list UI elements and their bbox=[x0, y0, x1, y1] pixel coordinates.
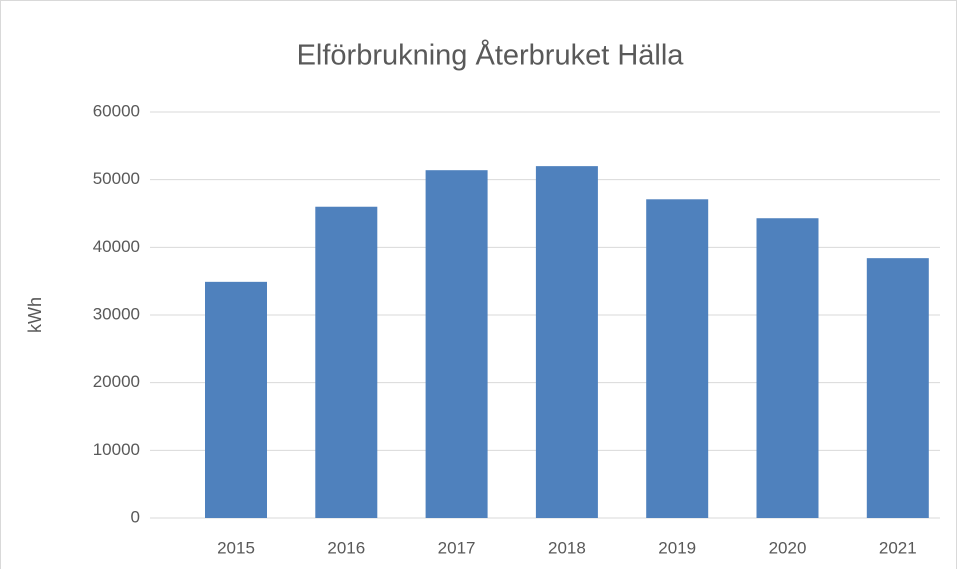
y-tick-label: 20000 bbox=[93, 372, 140, 391]
y-tick-label: 50000 bbox=[93, 169, 140, 188]
x-tick-label: 2018 bbox=[548, 538, 586, 557]
y-tick-label: 40000 bbox=[93, 237, 140, 256]
x-tick-label: 2016 bbox=[327, 538, 365, 557]
y-tick-label: 60000 bbox=[93, 101, 140, 120]
bar bbox=[866, 258, 929, 518]
bar bbox=[756, 218, 819, 518]
bar bbox=[315, 206, 378, 518]
chart-title: Elförbrukning Återbruket Hälla bbox=[297, 39, 685, 72]
bar bbox=[205, 281, 267, 518]
y-axis-label: kWh bbox=[25, 297, 45, 333]
bar bbox=[425, 170, 488, 518]
x-tick-label: 2021 bbox=[879, 538, 917, 557]
bar bbox=[535, 166, 598, 518]
y-tick-label: 10000 bbox=[93, 440, 140, 459]
x-tick-label: 2019 bbox=[658, 538, 696, 557]
x-tick-label: 2020 bbox=[769, 538, 807, 557]
y-tick-label: 0 bbox=[131, 507, 140, 526]
x-tick-label: 2017 bbox=[438, 538, 476, 557]
bar bbox=[646, 199, 709, 519]
y-tick-label: 30000 bbox=[93, 304, 140, 323]
x-tick-label: 2015 bbox=[217, 538, 255, 557]
